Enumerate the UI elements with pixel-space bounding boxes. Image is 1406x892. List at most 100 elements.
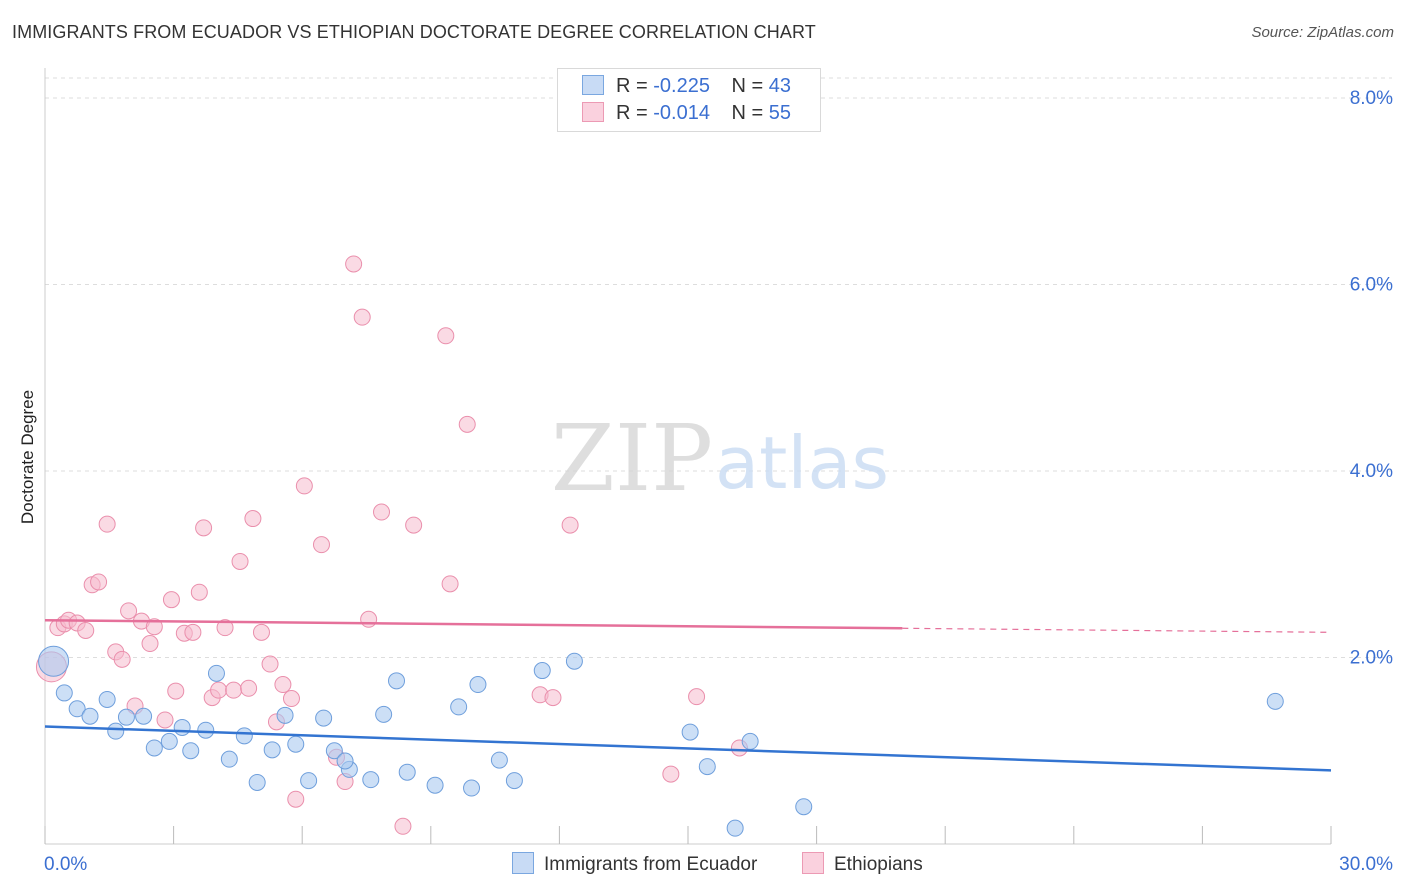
bottom-legend-swatch-pink [802, 852, 824, 874]
ethiopians-point [210, 681, 228, 699]
ethiopians-point [441, 575, 459, 593]
y-axis-label: Doctorate Degree [18, 389, 37, 525]
legend-n-label: N = [731, 75, 764, 97]
ethiopians-point [295, 477, 313, 495]
ethiopians-trend-line-extension [902, 627, 1332, 633]
ecuador-point [117, 708, 135, 726]
ecuador-point [300, 772, 318, 790]
trend-lines [44, 618, 1332, 772]
ethiopians-point [688, 688, 706, 706]
legend-r-value: -0.014 [653, 102, 710, 124]
ecuador-point [145, 739, 163, 757]
ethiopians-point [120, 602, 138, 620]
ecuador-point [795, 798, 813, 816]
axes [44, 68, 1332, 845]
ethiopians-point [240, 679, 258, 697]
ethiopians-trend-line [44, 618, 903, 630]
watermark-zip: ZIP [551, 405, 713, 512]
ethiopians-point [394, 817, 412, 835]
ecuador-point [38, 645, 70, 677]
legend-row-ethiopians: R = -0.014 N = 55 [582, 102, 791, 126]
ethiopians-point [252, 623, 270, 641]
y-tick-label: 6.0% [1350, 275, 1393, 296]
ecuador-point [469, 676, 487, 694]
legend-n-label: N = [731, 102, 764, 124]
ecuador-point [533, 662, 551, 680]
ecuador-point [182, 742, 200, 760]
ecuador-point [698, 758, 716, 776]
ethiopians-point [561, 516, 579, 534]
ecuador-point [681, 723, 699, 741]
ethiopians-point [312, 536, 330, 554]
ecuador-point [741, 732, 759, 750]
ethiopians-point [244, 510, 262, 528]
ethiopians-point [458, 415, 476, 433]
ecuador-point [135, 707, 153, 725]
bottom-legend-label: Ethiopians [834, 854, 923, 875]
ecuador-point [1266, 692, 1284, 710]
ecuador-point [235, 727, 253, 745]
legend-swatch-blue [582, 75, 604, 95]
ethiopians-point [184, 623, 202, 641]
x-tick-label: 0.0% [44, 854, 87, 875]
x-tick-label: 30.0% [1339, 854, 1393, 875]
ecuador-point [55, 684, 73, 702]
ethiopians-point [287, 790, 305, 808]
ecuador-point [248, 773, 266, 791]
ethiopians-point [156, 711, 174, 729]
legend-r-label: R = [616, 75, 648, 97]
ethiopians-point [373, 503, 391, 521]
ethiopians-point [145, 618, 163, 636]
ecuador-point [450, 698, 468, 716]
chart-title: IMMIGRANTS FROM ECUADOR VS ETHIOPIAN DOC… [12, 22, 816, 42]
ecuador-point [207, 664, 225, 682]
bottom-legend-ecuador: Immigrants from Ecuador [512, 852, 757, 876]
ecuador-point [315, 709, 333, 727]
y-tick-label: 4.0% [1350, 461, 1393, 482]
ecuador-point [398, 763, 416, 781]
ecuador-trend-line [44, 725, 1332, 772]
legend-row-ecuador: R = -0.225 N = 43 [582, 75, 791, 99]
ethiopians-point [353, 308, 371, 326]
ethiopians-point [162, 591, 180, 609]
watermark-atlas: atlas [715, 421, 889, 505]
series-ecuador-points [38, 645, 1284, 837]
ecuador-point [505, 772, 523, 790]
gridlines [45, 77, 1392, 658]
ethiopians-point [216, 619, 234, 637]
ethiopians-point [167, 682, 185, 700]
ecuador-point [362, 771, 380, 789]
legend-r-value: -0.225 [653, 75, 710, 97]
ethiopians-point [544, 689, 562, 707]
ethiopians-point [231, 552, 249, 570]
ecuador-point [160, 732, 178, 750]
y-tick-label: 8.0% [1350, 88, 1393, 109]
bottom-legend-ethiopians: Ethiopians [802, 852, 923, 876]
ecuador-point [263, 741, 281, 759]
ethiopians-point [141, 635, 159, 653]
tick-labels: 2.0% 4.0% 6.0% 8.0% 0.0% 30.0% [44, 88, 1393, 875]
ecuador-point [173, 718, 191, 736]
y-tick-label: 2.0% [1350, 648, 1393, 669]
ethiopians-point [405, 516, 423, 534]
ethiopians-point [360, 610, 378, 628]
ecuador-point [107, 722, 125, 740]
chart-source: Source: ZipAtlas.com [1251, 24, 1394, 41]
ecuador-point [375, 705, 393, 723]
ethiopians-point [195, 519, 213, 537]
ethiopians-point [662, 765, 680, 783]
ecuador-point [336, 752, 354, 770]
ecuador-point [388, 672, 406, 690]
ecuador-point [565, 652, 583, 670]
legend-n-value: 55 [768, 102, 792, 124]
ecuador-point [426, 776, 444, 794]
ecuador-point [81, 707, 99, 725]
ethiopians-point [77, 621, 95, 639]
legend-r-label: R = [616, 102, 648, 124]
ethiopians-point [225, 681, 243, 699]
ethiopians-point [274, 676, 292, 694]
legend-swatch-pink [582, 102, 604, 122]
ecuador-point [68, 700, 86, 718]
ethiopians-point [98, 515, 116, 533]
